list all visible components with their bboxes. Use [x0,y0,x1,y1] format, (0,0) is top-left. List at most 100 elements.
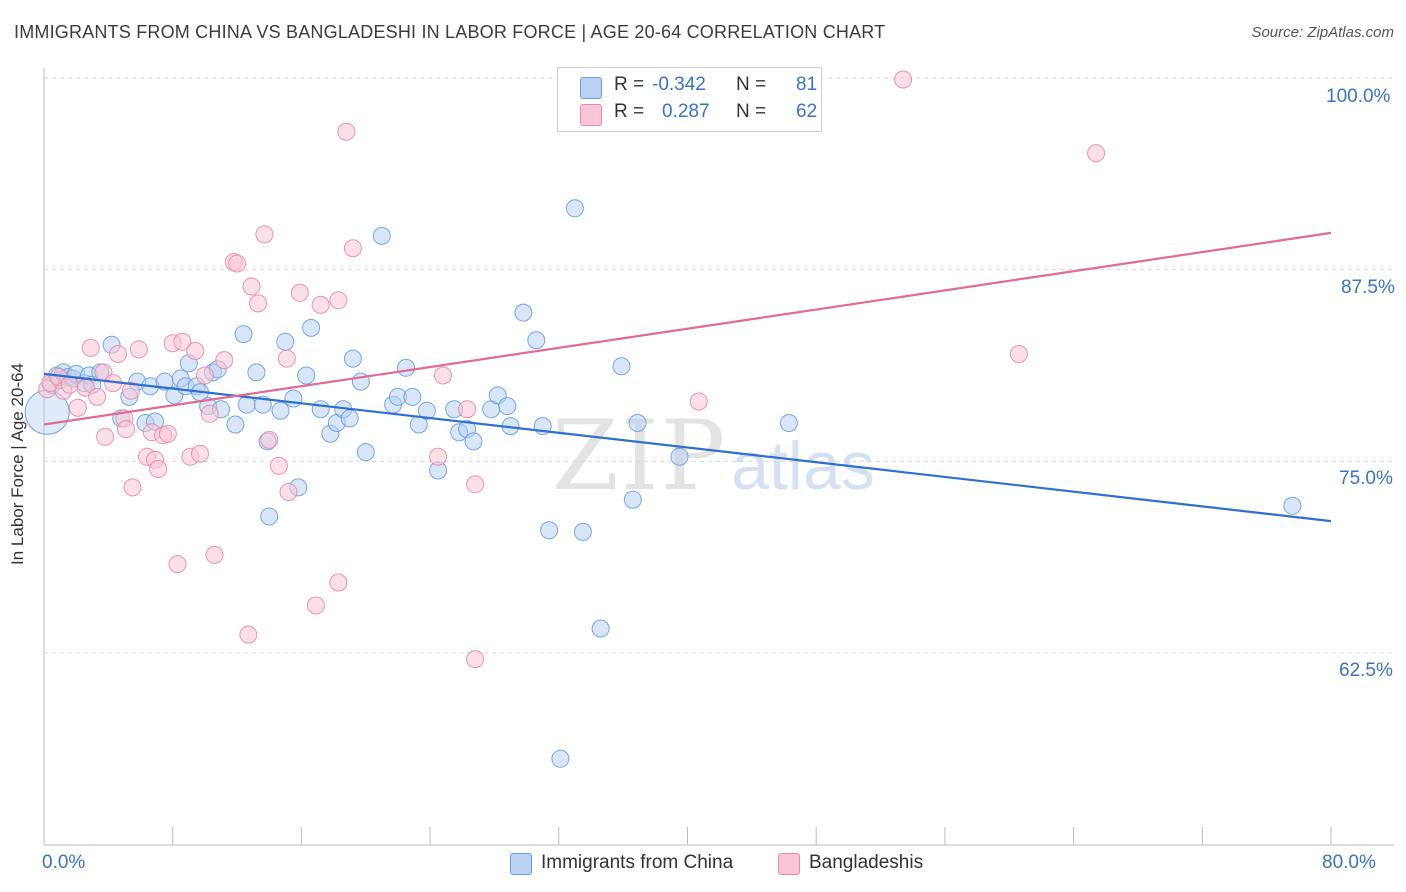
trend-line [43,231,1332,426]
data-point [242,277,261,296]
data-point [466,475,485,494]
data-point [434,366,452,385]
data-point [239,625,258,644]
data-point [591,619,610,638]
data-point [215,351,234,370]
data-point [628,414,647,432]
data-point [226,415,245,434]
data-point [195,366,214,385]
data-point [228,254,246,273]
data-point [356,443,375,462]
data-point [894,70,913,89]
data-point [168,555,187,574]
data-point [191,444,209,463]
data-point [565,199,584,218]
bottom-legend-swatch-bangladeshis [778,853,800,875]
data-point [260,507,279,526]
data-point [1009,345,1028,363]
data-point [302,318,321,337]
data-point [96,427,115,446]
data-point [464,432,483,451]
bottom-legend-label-china: Immigrants from China [541,852,734,873]
legend-r-label: R = [614,101,645,122]
data-point [129,340,148,359]
legend-swatch-bangladeshis [580,104,602,126]
data-point [372,226,391,245]
data-point [255,225,274,244]
data-point [60,375,79,394]
data-point [417,401,436,420]
source-credit: Source: ZipAtlas.com [1251,24,1394,41]
y-tick-label-87-5: 87.5% [1341,277,1395,298]
data-point [466,650,485,669]
legend-n-value-bangladeshis: 62 [796,101,818,122]
y-axis-label-wrap: In Labor Force | Age 20-64 [8,363,38,565]
data-point [123,478,142,497]
data-point [329,573,348,592]
legend-r-value-china: -0.342 [652,74,706,95]
data-point [249,294,267,313]
data-point [311,400,330,419]
y-tick-label-75: 75.0% [1339,468,1393,489]
axes [43,68,1394,846]
data-point [260,430,279,449]
data-point [689,392,708,411]
legend-r-value-bangladeshis: 0.287 [662,101,710,122]
data-point [306,596,325,615]
y-tick-label-100: 100.0% [1326,86,1391,107]
data-point [81,338,100,357]
data-point [88,387,107,406]
data-point [527,331,546,350]
data-point [149,460,168,478]
data-point [397,358,415,377]
trend-line [43,372,1332,523]
data-point [429,447,448,466]
legend-r-label: R = [614,74,645,95]
data-point [271,401,290,420]
data-point [343,349,362,368]
data-point [68,398,87,417]
data-point [200,404,219,423]
bottom-legend-label-bangladeshis: Bangladeshis [809,852,924,873]
series-immigrants-from-china [24,199,1302,768]
data-point [311,295,330,314]
data-point [1283,496,1302,515]
data-point [186,341,205,360]
grid-lines [44,77,1394,654]
data-point [234,325,253,344]
data-point [403,387,422,406]
data-point [498,397,517,416]
series-bangladeshis [38,70,1106,669]
x-axis-max-label: 80.0% [1322,852,1376,873]
data-point [121,381,140,400]
data-point [670,447,689,466]
data-point [205,545,224,564]
data-point [158,424,177,443]
data-point [329,291,348,310]
x-axis-min-label: 0.0% [42,852,86,873]
data-point [284,389,303,408]
data-point [779,414,798,432]
data-point [337,122,356,141]
data-point [540,521,559,540]
trend-lines [43,231,1332,523]
data-point [340,409,359,428]
data-point [623,490,642,509]
data-point [1087,144,1106,163]
data-point [276,332,295,351]
data-point [173,332,192,351]
legend-n-value-china: 81 [796,74,818,95]
data-point [573,522,592,541]
data-point [551,749,570,768]
data-point [269,456,288,475]
data-point [247,363,266,382]
data-point [343,239,362,258]
data-point [109,345,127,363]
y-tick-label-62-5: 62.5% [1339,660,1393,681]
data-point [279,483,298,501]
data-point [514,303,533,322]
data-point [277,349,296,368]
data-point [297,366,316,385]
y-axis-label: In Labor Force | Age 20-64 [8,363,27,565]
